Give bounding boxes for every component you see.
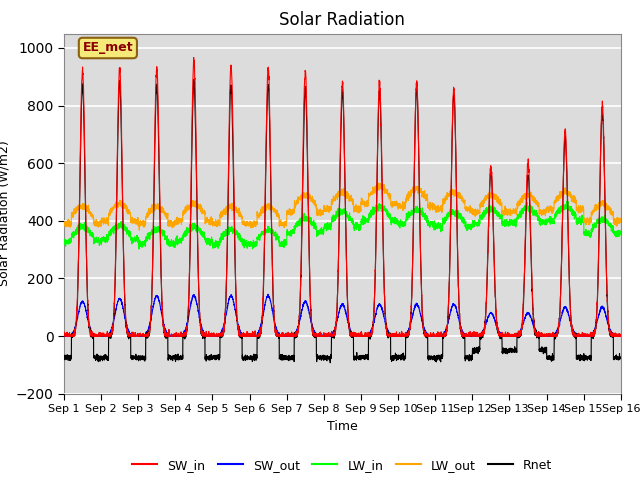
- Legend: SW_in, SW_out, LW_in, LW_out, Rnet: SW_in, SW_out, LW_in, LW_out, Rnet: [127, 454, 557, 477]
- Title: Solar Radiation: Solar Radiation: [280, 11, 405, 29]
- Text: EE_met: EE_met: [83, 41, 133, 55]
- X-axis label: Time: Time: [327, 420, 358, 432]
- Y-axis label: Solar Radiation (W/m2): Solar Radiation (W/m2): [0, 141, 10, 287]
